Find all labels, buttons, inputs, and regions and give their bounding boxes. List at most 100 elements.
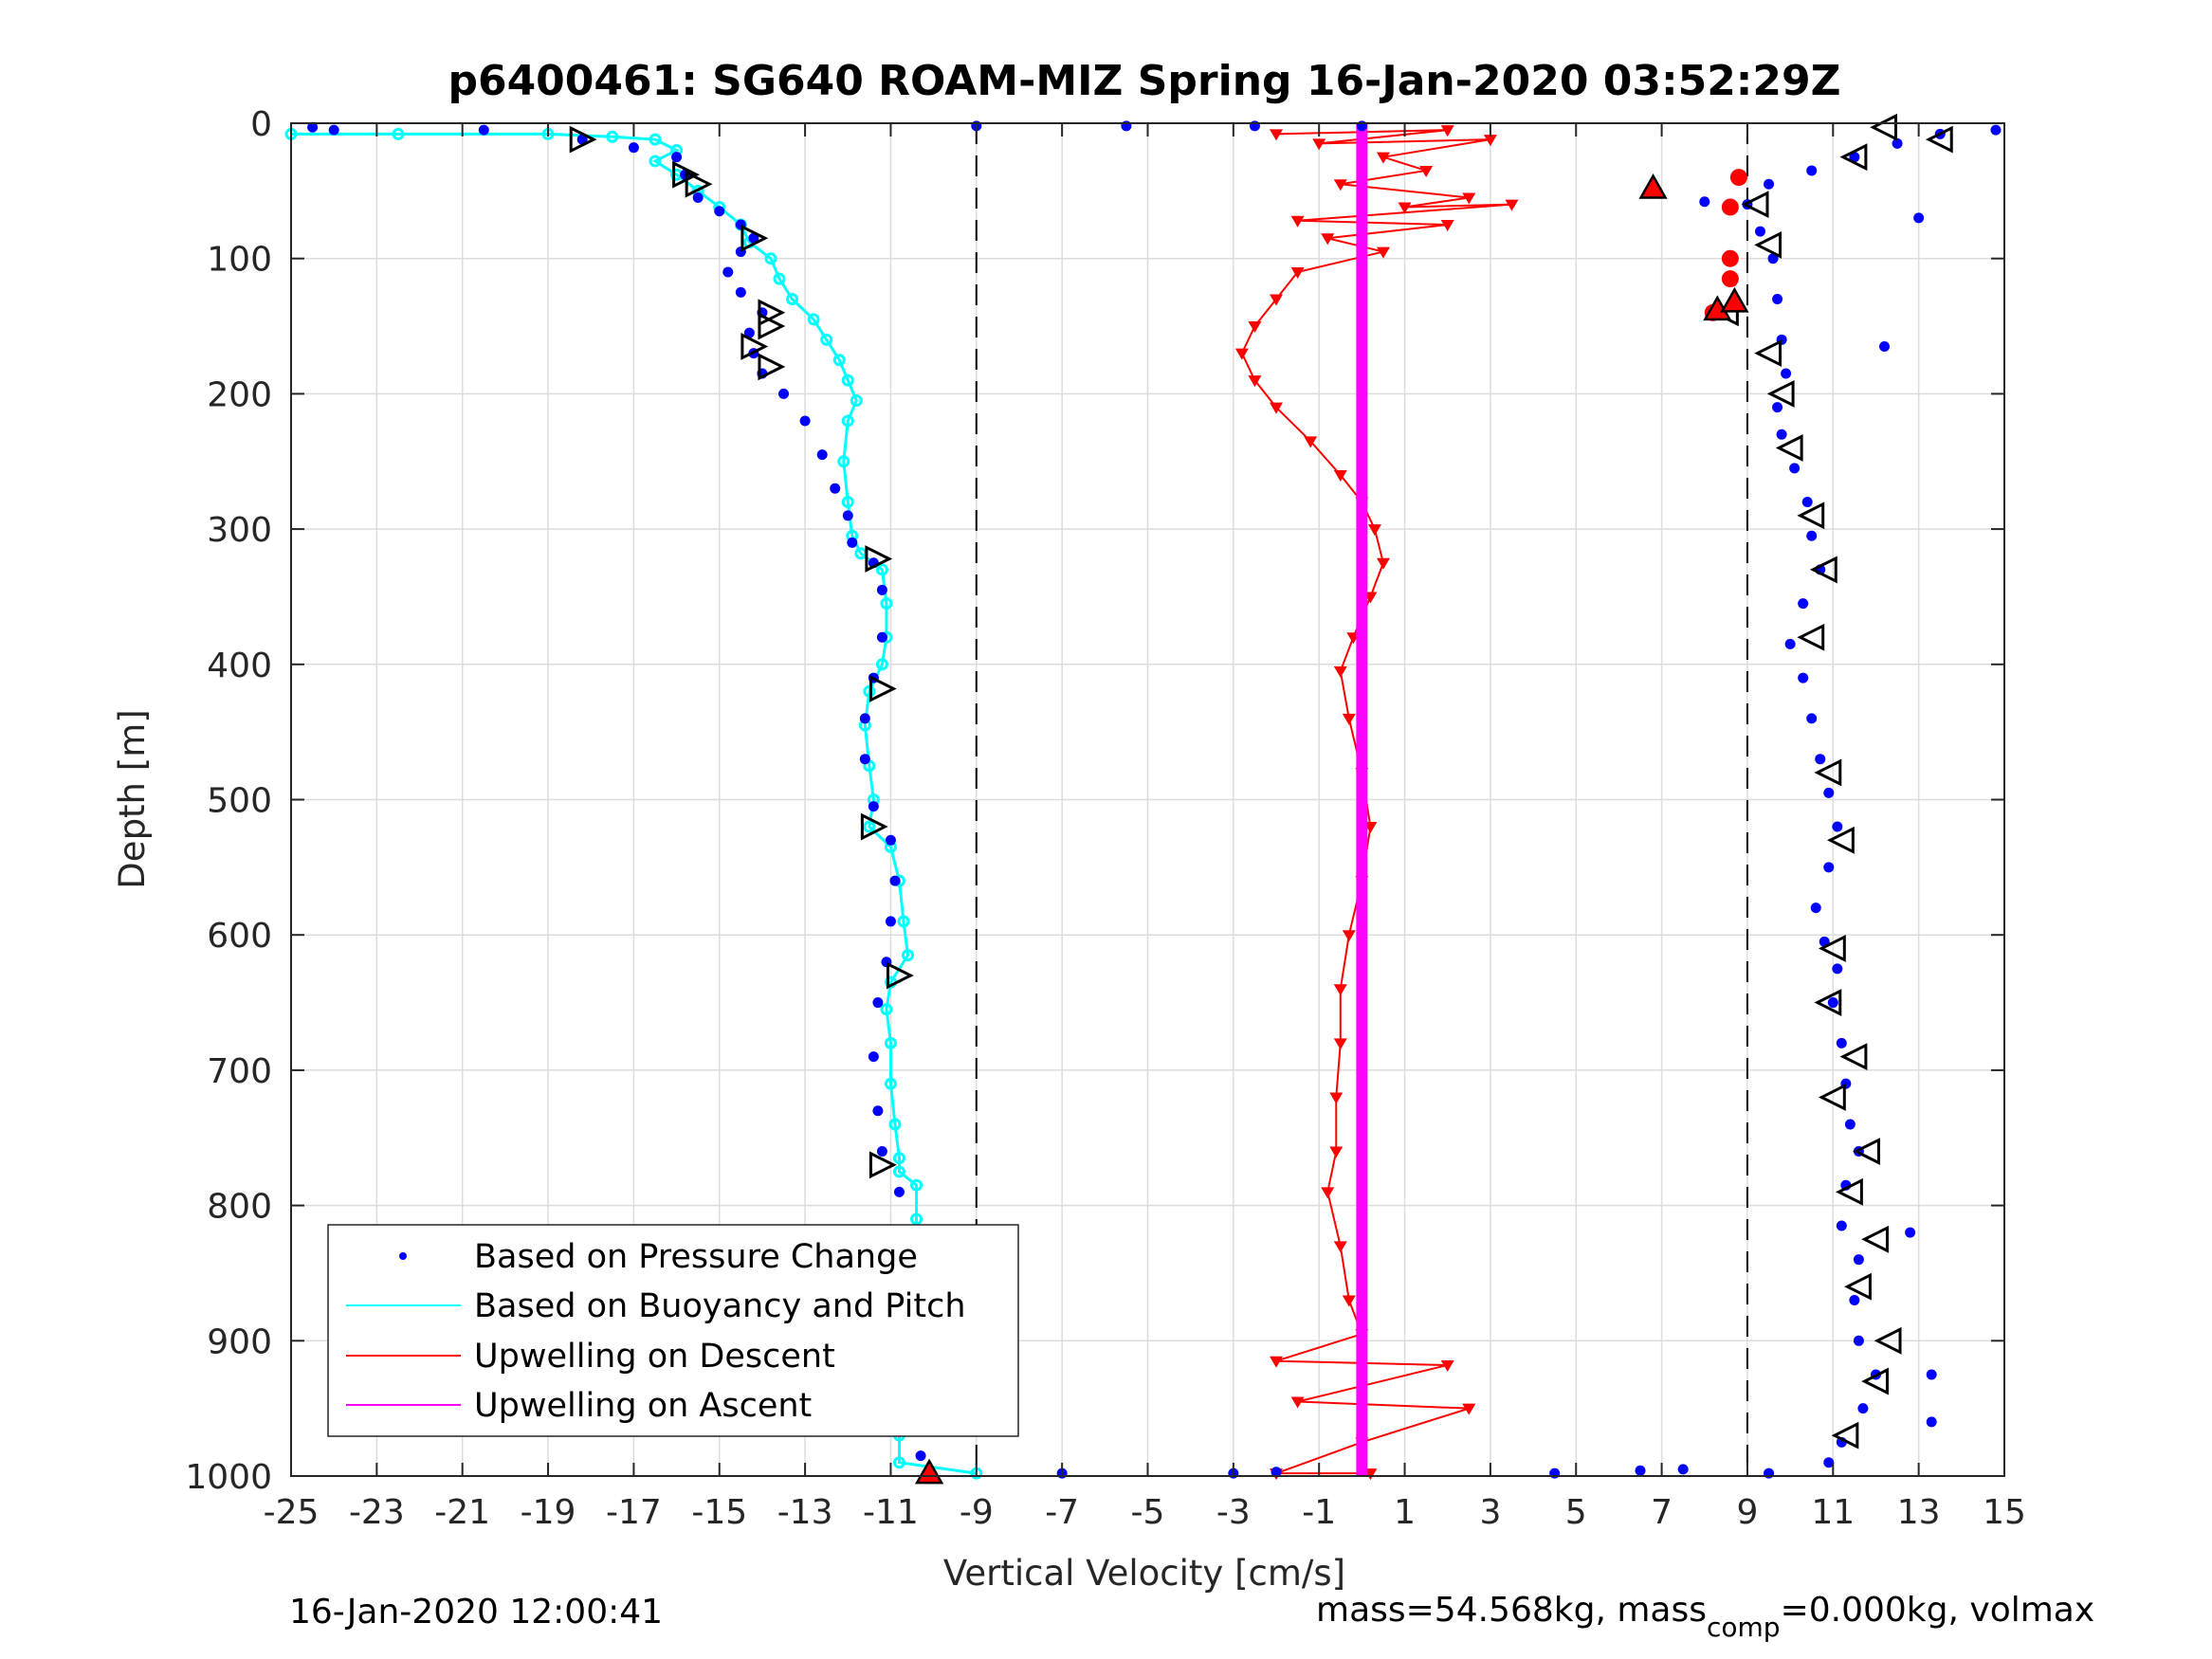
buoyancy-pitch-point — [875, 658, 888, 671]
buoyancy-pitch-point — [875, 563, 888, 576]
pressure-change-point — [671, 152, 683, 163]
pressure-change-point — [868, 1051, 879, 1063]
x-tick-label: -17 — [606, 1493, 662, 1532]
legend-label-upwelling-descent: Upwelling on Descent — [474, 1338, 835, 1376]
pressure-change-point — [1815, 754, 1826, 765]
pressure-change-point — [1806, 713, 1818, 724]
pressure-change-point — [876, 631, 887, 643]
pressure-change-point — [628, 142, 639, 154]
x-axis-ticks: -25 -23 -21 -19 -17 -15 -13 -11 -9 -7 -5 -3 -1 1 3 5 7 9 1… — [264, 123, 2026, 1532]
upwelling-descent-marker — [1483, 135, 1497, 147]
upwelling-descent-marker — [1376, 152, 1390, 164]
x-tick-label: 1 — [1394, 1493, 1416, 1532]
upwelling-descent-marker — [1290, 215, 1305, 228]
descent-marker-triangle — [868, 1151, 897, 1179]
pressure-change-point — [876, 1146, 887, 1158]
buoyancy-pitch-point — [892, 1152, 905, 1165]
x-tick-label: -3 — [1216, 1493, 1251, 1532]
upwelling-descent-marker — [1312, 138, 1326, 151]
upwelling-descent-marker — [1367, 524, 1381, 537]
y-tick-label: 0 — [250, 105, 272, 144]
descent-marker-triangle — [868, 675, 897, 702]
descent-marker-triangle — [758, 299, 786, 327]
pressure-change-point — [1677, 1464, 1689, 1475]
red-dot-marker — [1721, 270, 1739, 288]
x-tick-label: 5 — [1565, 1493, 1587, 1532]
pressure-change-point — [1857, 1403, 1869, 1414]
buoyancy-pitch-point — [880, 1003, 893, 1016]
upwelling-descent-marker — [1376, 557, 1390, 570]
pressure-change-point — [1635, 1465, 1646, 1476]
footer-mass-info: mass=54.568kg, masscomp=0.000kg, volmax — [1316, 1591, 2094, 1643]
upwelling-descent-marker — [1270, 402, 1284, 414]
buoyancy-pitch-point — [837, 455, 850, 468]
buoyancy-pitch-point — [773, 272, 786, 285]
pressure-change-point — [915, 1450, 926, 1462]
pressure-change-point — [1798, 598, 1809, 610]
upwelling-descent-marker — [1376, 246, 1390, 259]
pressure-change-point — [1806, 530, 1818, 541]
upwelling-descent-marker — [1462, 192, 1476, 205]
buoyancy-pitch-point — [880, 597, 893, 611]
pressure-change-point — [1844, 1119, 1856, 1130]
upwelling-descent-marker — [1248, 375, 1262, 388]
pressure-change-point — [1781, 368, 1792, 379]
buoyancy-pitch-point — [820, 333, 833, 346]
ascent-marker-triangle — [1925, 125, 1953, 154]
x-tick-label: -5 — [1131, 1493, 1165, 1532]
x-tick-label: -13 — [777, 1493, 833, 1532]
pressure-change-point — [1810, 902, 1821, 914]
pressure-change-point — [1905, 1227, 1916, 1238]
y-tick-label: 1000 — [185, 1458, 272, 1497]
ascent-marker-triangle — [1839, 143, 1868, 172]
upwelling-descent-marker — [1321, 1187, 1335, 1199]
x-tick-label: 15 — [1983, 1493, 2026, 1532]
pressure-change-point — [1798, 672, 1809, 684]
pressure-change-point — [847, 537, 858, 548]
pressure-change-point — [1836, 1220, 1847, 1231]
y-tick-label: 300 — [207, 511, 272, 550]
buoyancy-pitch-point — [897, 915, 910, 928]
upwelling-descent-marker — [1270, 1356, 1284, 1368]
pressure-change-point — [778, 388, 790, 399]
pressure-change-point — [748, 232, 759, 244]
pressure-change-point — [743, 327, 755, 338]
pressure-change-point — [868, 801, 879, 812]
upwelling-descent-marker — [1440, 1359, 1454, 1372]
ascent-marker-triangle — [1741, 191, 1769, 219]
x-tick-label: -7 — [1045, 1493, 1079, 1532]
pressure-change-point — [830, 483, 841, 494]
upwelling-descent-marker — [1234, 348, 1249, 360]
buoyancy-pitch-point — [892, 1456, 905, 1469]
pressure-change-point — [1832, 821, 1843, 832]
ascent-marker-triangle — [1809, 556, 1837, 584]
y-tick-label: 700 — [207, 1052, 272, 1091]
pressure-change-point — [1853, 1254, 1864, 1266]
ascent-marker-triangle — [1766, 379, 1795, 408]
descent-marker-triangle — [740, 224, 769, 252]
pressure-change-point — [1767, 253, 1779, 264]
red-triangle-marker — [1720, 286, 1749, 313]
pressure-change-point — [1849, 1294, 1860, 1305]
y-tick-label: 100 — [207, 241, 272, 280]
ascent-marker-triangle — [1861, 1367, 1889, 1395]
descent-marker-triangle — [860, 812, 888, 841]
buoyancy-pitch-point — [649, 155, 662, 168]
buoyancy-pitch-point — [863, 820, 876, 833]
ascent-marker-triangle — [1754, 231, 1782, 259]
ascent-marker-triangle — [1836, 1177, 1863, 1206]
upwelling-descent-line — [1240, 129, 1512, 1475]
buoyancy-pitch-point — [841, 496, 854, 509]
pressure-change-point — [307, 121, 319, 133]
chart-title: p6400461: SG640 ROAM-MIZ Spring 16-Jan-2… — [448, 57, 1840, 105]
red-triangle-marker — [1638, 173, 1668, 199]
upwelling-descent-marker — [1462, 1403, 1476, 1415]
upwelling-descent-marker — [1290, 266, 1305, 279]
pressure-change-point — [1801, 497, 1813, 508]
buoyancy-pitch-point — [807, 313, 820, 326]
upwelling-descent-marker — [1505, 199, 1519, 211]
pressure-change-point — [1836, 1037, 1847, 1048]
pressure-change-point — [478, 124, 489, 136]
pressure-change-point — [1784, 638, 1796, 649]
